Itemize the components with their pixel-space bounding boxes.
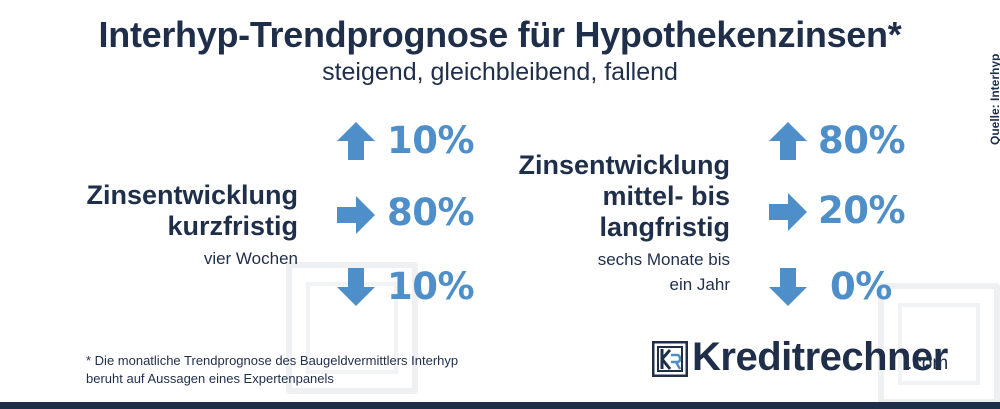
- long-term-subtitle-line2: ein Jahr: [669, 275, 730, 294]
- footnote-line1: * Die monatliche Trendprognose des Bauge…: [86, 353, 459, 368]
- long-term-heading-line1: Zinsentwicklung: [518, 150, 730, 180]
- kreditrechner-logo-icon: [652, 341, 688, 377]
- arrow-up-icon: [769, 122, 807, 160]
- source-credit: Quelle: Interhyp: [988, 53, 1000, 145]
- short-term-subtitle: vier Wochen: [203, 249, 298, 268]
- page-title: Interhyp-Trendprognose für Hypothekenzin…: [98, 14, 902, 55]
- footnote-line2: beruht auf Aussagen eines Expertenpanels: [86, 371, 334, 386]
- long-term-heading-line2: mittel- bis: [602, 181, 730, 211]
- arrow-down-icon: [337, 268, 375, 306]
- long-term-unchanged-percent: 20%: [818, 189, 906, 232]
- long-term-label: Zinsentwicklung mittel- bis langfristig …: [518, 150, 730, 297]
- page-subtitle: steigend, gleichbleibend, fallend: [322, 58, 678, 86]
- arrow-right-icon: [337, 196, 375, 234]
- brand-name: Kreditrechner: [692, 335, 948, 379]
- long-term-falling-percent: 0%: [830, 265, 892, 308]
- short-term-label: Zinsentwicklung kurzfristig vier Wochen: [86, 180, 298, 271]
- arrow-up-icon: [337, 122, 375, 160]
- short-term-heading-line1: Zinsentwicklung: [86, 180, 298, 210]
- short-term-falling-percent: 10%: [387, 265, 475, 308]
- short-term-rising-percent: 10%: [387, 119, 475, 162]
- arrow-down-icon: [769, 268, 807, 306]
- long-term-heading-line3: langfristig: [599, 212, 730, 242]
- footnote: * Die monatliche Trendprognose des Bauge…: [86, 352, 458, 388]
- long-term-subtitle-line1: sechs Monate bis: [597, 250, 730, 269]
- brand-suffix: .com: [907, 353, 949, 374]
- long-term-rising-percent: 80%: [818, 119, 906, 162]
- bottom-bar: [0, 402, 1000, 409]
- arrow-right-icon: [769, 193, 807, 231]
- short-term-unchanged-percent: 80%: [387, 191, 475, 234]
- short-term-heading-line2: kurzfristig: [167, 211, 298, 241]
